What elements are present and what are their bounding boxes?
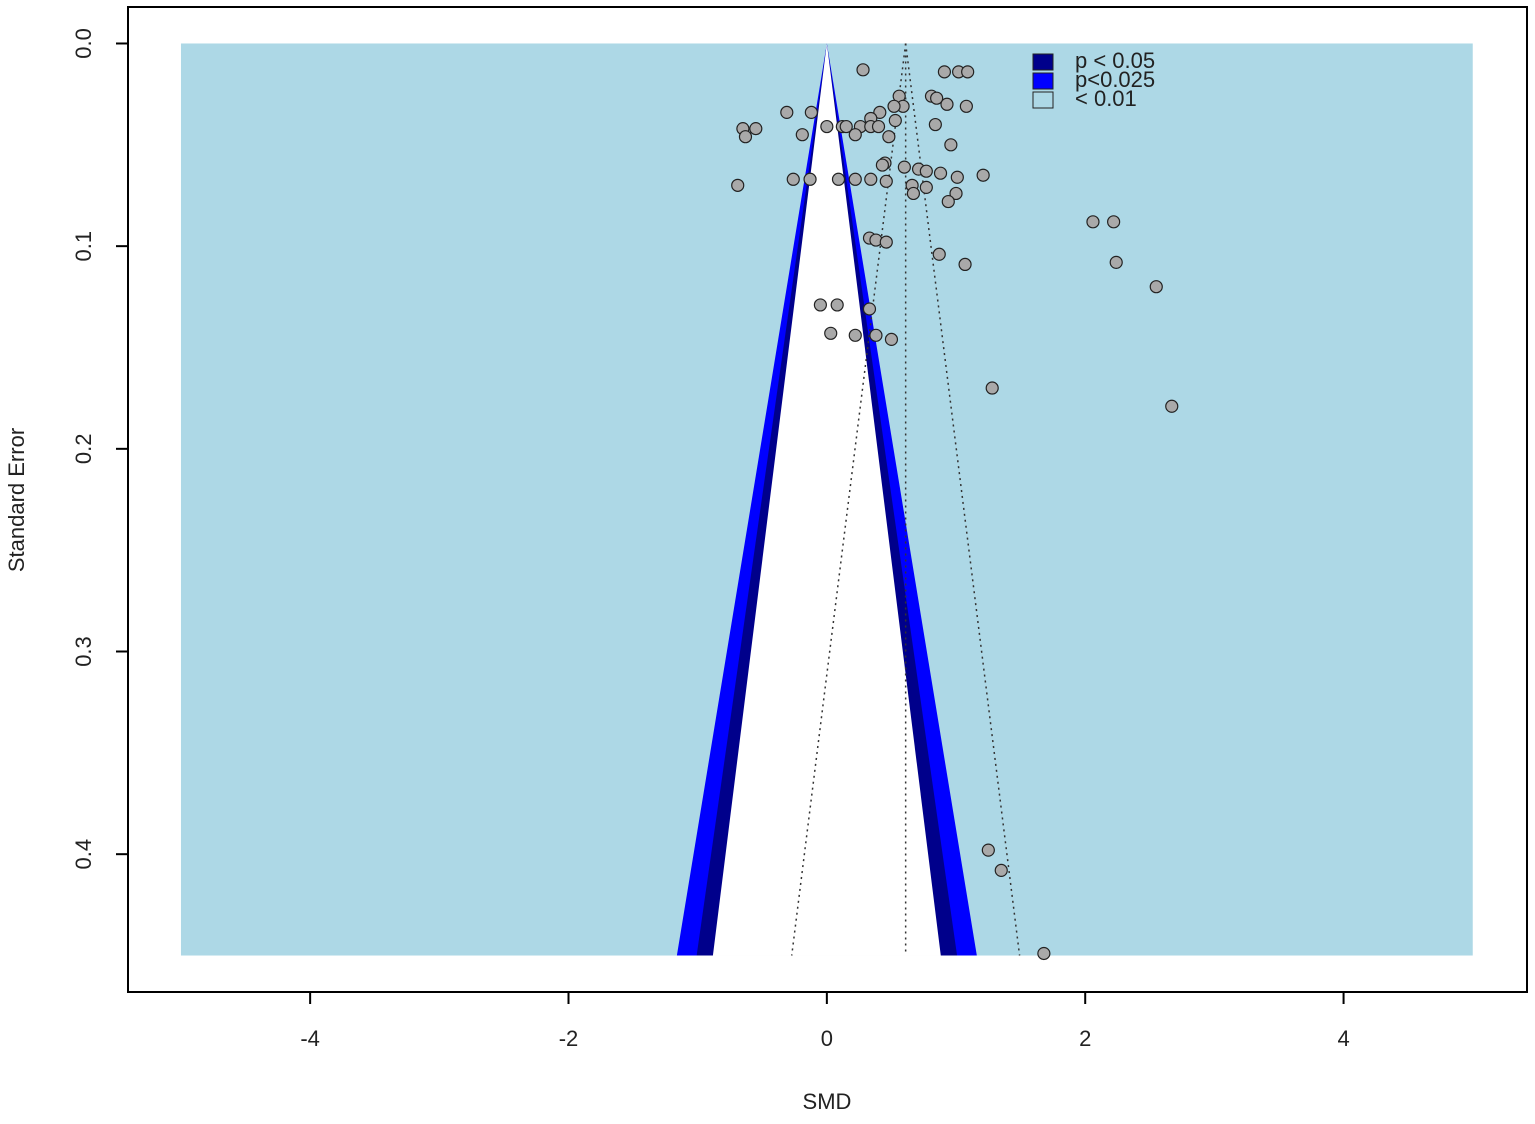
study-point xyxy=(879,174,893,188)
x-axis-label: SMD xyxy=(803,1089,852,1114)
study-point xyxy=(820,119,834,134)
study-point xyxy=(848,172,862,186)
study-point xyxy=(1107,215,1121,229)
study-point xyxy=(976,168,990,182)
study-point xyxy=(738,130,753,144)
study-point xyxy=(873,105,887,119)
study-point xyxy=(887,99,901,113)
x-tick-label: 2 xyxy=(1079,1026,1091,1051)
study-point xyxy=(932,247,946,261)
study-point xyxy=(731,178,745,192)
study-point xyxy=(813,298,827,312)
legend-swatch xyxy=(1032,72,1054,90)
study-point xyxy=(1109,255,1123,269)
study-point xyxy=(875,158,890,172)
study-point xyxy=(848,128,862,142)
legend-swatch xyxy=(1032,91,1054,109)
study-point xyxy=(839,119,853,134)
study-point xyxy=(848,328,862,342)
study-point xyxy=(804,105,818,119)
study-point xyxy=(985,381,999,395)
study-point xyxy=(882,130,896,144)
study-point xyxy=(994,863,1008,877)
study-point xyxy=(803,172,817,186)
study-point xyxy=(749,122,763,136)
study-point xyxy=(869,328,883,342)
study-point xyxy=(1149,280,1163,294)
study-point xyxy=(830,298,844,312)
y-axis-label: Standard Error xyxy=(4,428,29,572)
study-point xyxy=(961,65,975,79)
study-point xyxy=(941,194,955,209)
study-point xyxy=(897,160,911,174)
study-point xyxy=(888,113,902,128)
legend-label: p < 0.05 xyxy=(1075,48,1155,73)
study-point xyxy=(862,302,877,316)
study-point xyxy=(930,91,944,105)
study-point xyxy=(919,180,933,194)
study-point xyxy=(937,65,952,79)
study-point xyxy=(884,332,899,346)
study-point xyxy=(1165,399,1179,413)
study-point xyxy=(1086,215,1100,229)
study-point xyxy=(795,128,809,142)
study-point xyxy=(919,164,933,178)
study-point xyxy=(879,235,893,249)
study-point xyxy=(950,170,964,184)
study-point xyxy=(780,105,794,119)
study-point xyxy=(1037,946,1051,961)
x-tick-label: -2 xyxy=(559,1026,579,1051)
y-tick-label: 0.0 xyxy=(71,28,96,59)
legend-label: p<0.025 xyxy=(1075,67,1155,92)
funnel-interior xyxy=(712,43,941,956)
study-point xyxy=(856,63,870,77)
study-point xyxy=(933,166,948,180)
study-point xyxy=(940,97,954,111)
study-point xyxy=(871,119,886,134)
study-point xyxy=(949,186,963,201)
y-tick-label: 0.4 xyxy=(71,839,96,870)
study-point xyxy=(906,186,921,201)
study-point xyxy=(981,843,995,857)
study-point xyxy=(959,99,973,113)
study-point xyxy=(831,172,846,186)
study-point xyxy=(958,257,972,271)
x-tick-label: 4 xyxy=(1337,1026,1349,1051)
study-point xyxy=(824,326,838,340)
x-tick-label: 0 xyxy=(821,1026,833,1051)
study-point xyxy=(928,117,942,132)
study-point xyxy=(786,172,800,186)
legend-label: < 0.01 xyxy=(1075,86,1137,111)
y-tick-label: 0.2 xyxy=(71,434,96,465)
y-tick-label: 0.1 xyxy=(71,231,96,262)
legend-swatch xyxy=(1032,53,1054,71)
study-point xyxy=(864,172,878,186)
x-tick-label: -4 xyxy=(300,1026,320,1051)
study-point xyxy=(944,138,958,152)
y-tick-label: 0.3 xyxy=(71,636,96,667)
